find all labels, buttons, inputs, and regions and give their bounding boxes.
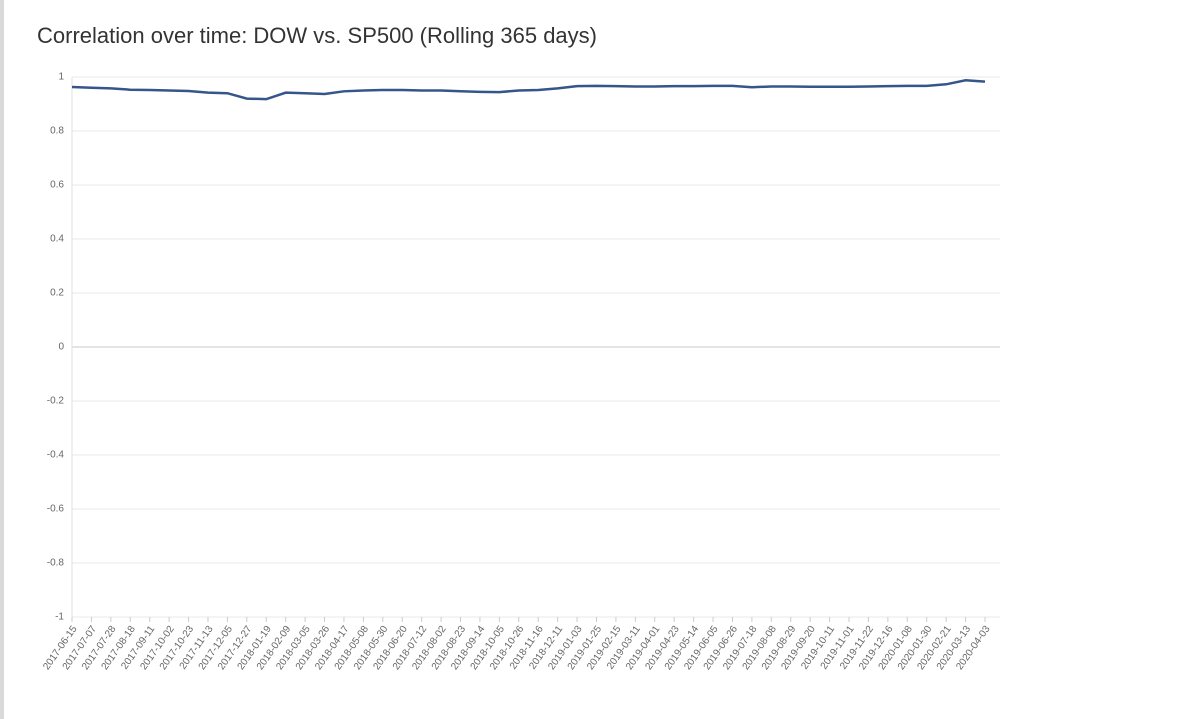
y-tick-label: 1 xyxy=(58,72,64,83)
y-tick-label: 0.4 xyxy=(50,234,64,245)
left-border xyxy=(0,0,4,719)
line-series xyxy=(71,78,986,101)
y-tick-label: 0.2 xyxy=(50,288,64,299)
y-tick-label: -0.8 xyxy=(47,558,65,569)
y-tick-label: 0.6 xyxy=(50,180,64,191)
y-tick-label: 0.8 xyxy=(50,126,64,137)
y-tick-label: -0.4 xyxy=(47,450,65,461)
chart-title: Correlation over time: DOW vs. SP500 (Ro… xyxy=(37,23,597,48)
y-tick-label: -0.2 xyxy=(47,396,65,407)
y-tick-label: 0 xyxy=(58,342,64,353)
y-tick-label: -0.6 xyxy=(47,504,65,515)
y-tick-label: -1 xyxy=(55,612,64,623)
